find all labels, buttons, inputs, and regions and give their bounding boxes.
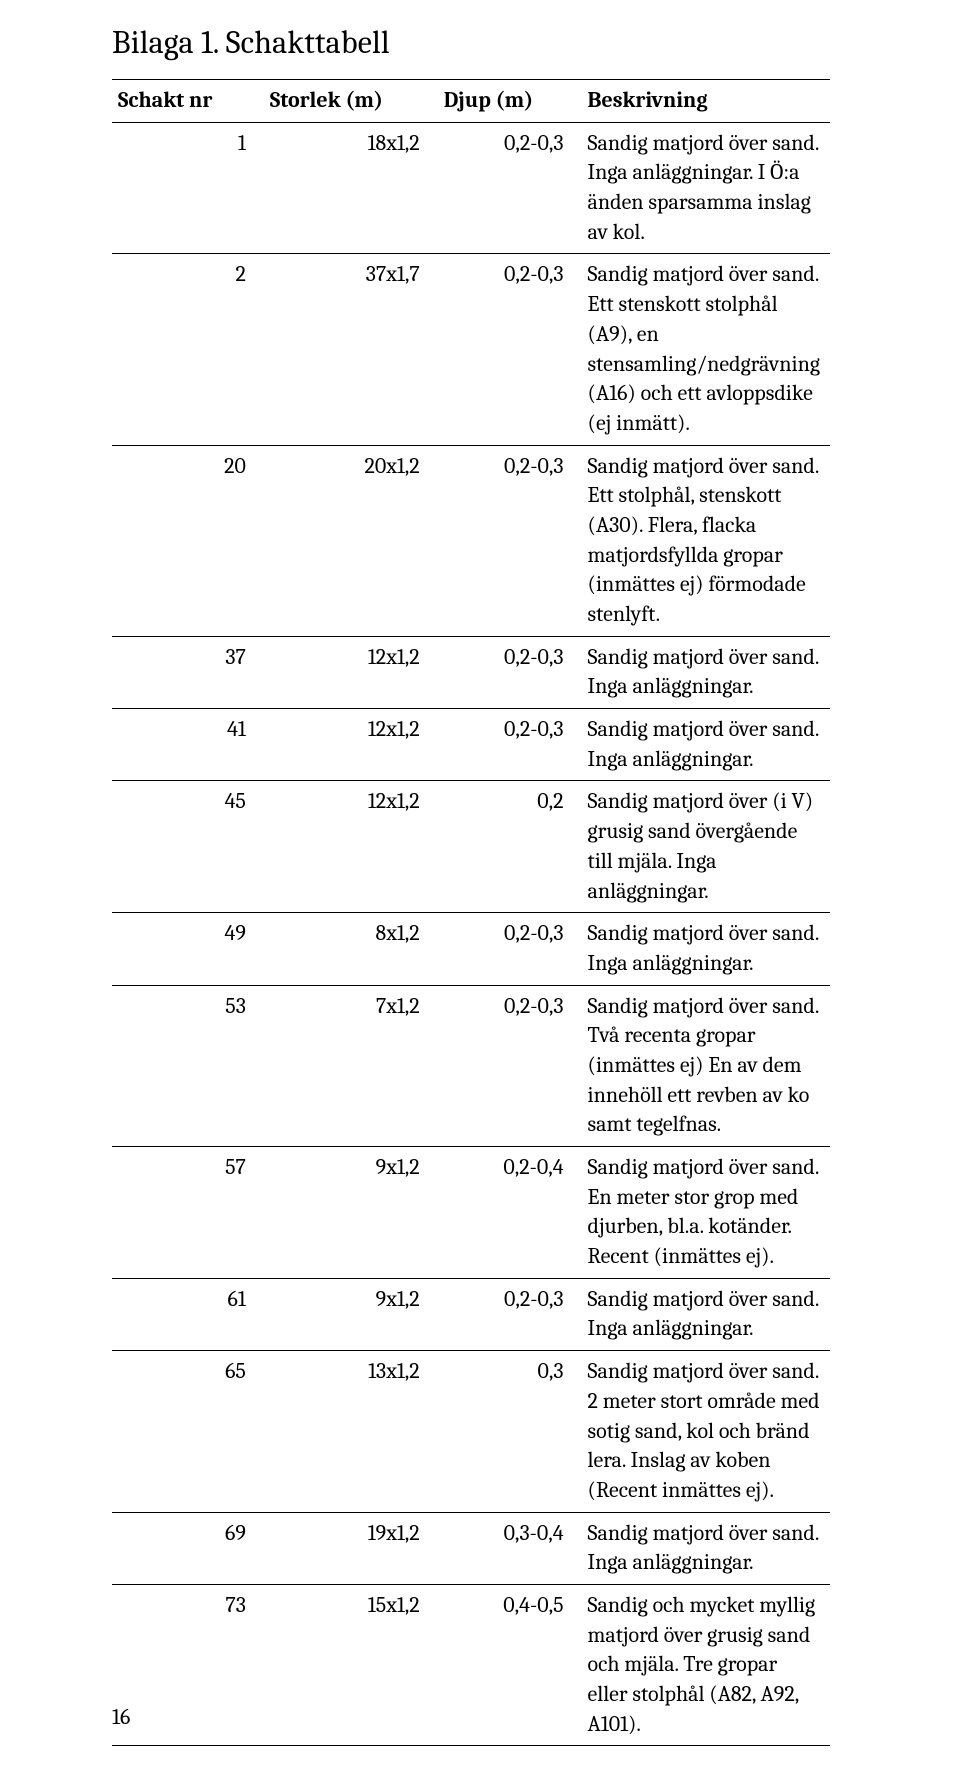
table-row: 579x1,20,2-0,4Sandig matjord över sand. … [112,1147,830,1279]
table-cell: Sandig och mycket myllig matjord över gr… [582,1584,830,1745]
table-cell: Sandig matjord över sand. Inga anläggnin… [582,913,830,985]
table-cell: 12x1,2 [264,781,438,913]
table-cell: 1 [112,122,264,254]
table-cell: 0,3-0,4 [438,1512,582,1584]
table-cell: 69 [112,1512,264,1584]
table-cell: 37x1,7 [264,254,438,445]
table-cell: Sandig matjord över sand. En meter stor … [582,1147,830,1279]
table-row: 118x1,20,2-0,3Sandig matjord över sand. … [112,122,830,254]
col-header-beskrivning: Beskrivning [582,80,830,123]
table-row: 498x1,20,2-0,3Sandig matjord över sand. … [112,913,830,985]
schakt-table: Schakt nr Storlek (m) Djup (m) Beskrivni… [112,79,830,1746]
table-row: 237x1,70,2-0,3Sandig matjord över sand. … [112,254,830,445]
table-cell: 9x1,2 [264,1147,438,1279]
table-cell: Sandig matjord över sand. Inga anläggnin… [582,636,830,708]
table-cell: 0,2-0,4 [438,1147,582,1279]
table-cell: Sandig matjord över sand. Ett stenskott … [582,254,830,445]
table-header: Schakt nr Storlek (m) Djup (m) Beskrivni… [112,80,830,123]
table-cell: 65 [112,1351,264,1512]
table-cell: 0,3 [438,1351,582,1512]
page: Bilaga 1. Schakttabell Schakt nr Storlek… [0,0,960,1786]
table-cell: 0,2-0,3 [438,636,582,708]
table-cell: 41 [112,709,264,781]
table-cell: Sandig matjord över (i V) grusig sand öv… [582,781,830,913]
table-cell: 0,2-0,3 [438,709,582,781]
table-cell: 12x1,2 [264,636,438,708]
table-cell: Sandig matjord över sand. 2 meter stort … [582,1351,830,1512]
table-cell: 20x1,2 [264,445,438,636]
table-cell: 0,2-0,3 [438,445,582,636]
table-cell: 0,2-0,3 [438,1278,582,1350]
table-cell: 8x1,2 [264,913,438,985]
table-cell: 0,2-0,3 [438,985,582,1146]
table-cell: Sandig matjord över sand. Två recenta gr… [582,985,830,1146]
table-cell: Sandig matjord över sand. Inga anläggnin… [582,122,830,254]
table-row: 3712x1,20,2-0,3Sandig matjord över sand.… [112,636,830,708]
table-row: 4512x1,20,2Sandig matjord över (i V) gru… [112,781,830,913]
table-cell: 57 [112,1147,264,1279]
page-number: 16 [112,1704,130,1730]
table-cell: 18x1,2 [264,122,438,254]
table-cell: Sandig matjord över sand. Inga anläggnin… [582,709,830,781]
table-cell: 53 [112,985,264,1146]
table-cell: 61 [112,1278,264,1350]
table-row: 4112x1,20,2-0,3Sandig matjord över sand.… [112,709,830,781]
table-row: 6513x1,20,3Sandig matjord över sand. 2 m… [112,1351,830,1512]
table-cell: 0,2-0,3 [438,254,582,445]
col-header-schakt-nr: Schakt nr [112,80,264,123]
table-row: 537x1,20,2-0,3Sandig matjord över sand. … [112,985,830,1146]
table-cell: 45 [112,781,264,913]
table-cell: 20 [112,445,264,636]
table-cell: 0,2-0,3 [438,913,582,985]
table-row: 6919x1,20,3-0,4Sandig matjord över sand.… [112,1512,830,1584]
table-body: 118x1,20,2-0,3Sandig matjord över sand. … [112,122,830,1746]
table-cell: 12x1,2 [264,709,438,781]
page-title: Bilaga 1. Schakttabell [112,24,830,61]
table-cell: 0,2-0,3 [438,122,582,254]
table-cell: Sandig matjord över sand. Inga anläggnin… [582,1278,830,1350]
table-row: 7315x1,20,4-0,5Sandig och mycket myllig … [112,1584,830,1745]
table-cell: 19x1,2 [264,1512,438,1584]
table-cell: 49 [112,913,264,985]
col-header-djup: Djup (m) [438,80,582,123]
table-cell: 2 [112,254,264,445]
table-cell: 0,4-0,5 [438,1584,582,1745]
table-cell: 13x1,2 [264,1351,438,1512]
table-cell: Sandig matjord över sand. Ett stolphål, … [582,445,830,636]
table-cell: 9x1,2 [264,1278,438,1350]
table-cell: 15x1,2 [264,1584,438,1745]
table-cell: 37 [112,636,264,708]
table-header-row: Schakt nr Storlek (m) Djup (m) Beskrivni… [112,80,830,123]
table-cell: 73 [112,1584,264,1745]
table-cell: 0,2 [438,781,582,913]
table-row: 2020x1,20,2-0,3Sandig matjord över sand.… [112,445,830,636]
table-cell: Sandig matjord över sand. Inga anläggnin… [582,1512,830,1584]
table-row: 619x1,20,2-0,3Sandig matjord över sand. … [112,1278,830,1350]
table-cell: 7x1,2 [264,985,438,1146]
col-header-storlek: Storlek (m) [264,80,438,123]
